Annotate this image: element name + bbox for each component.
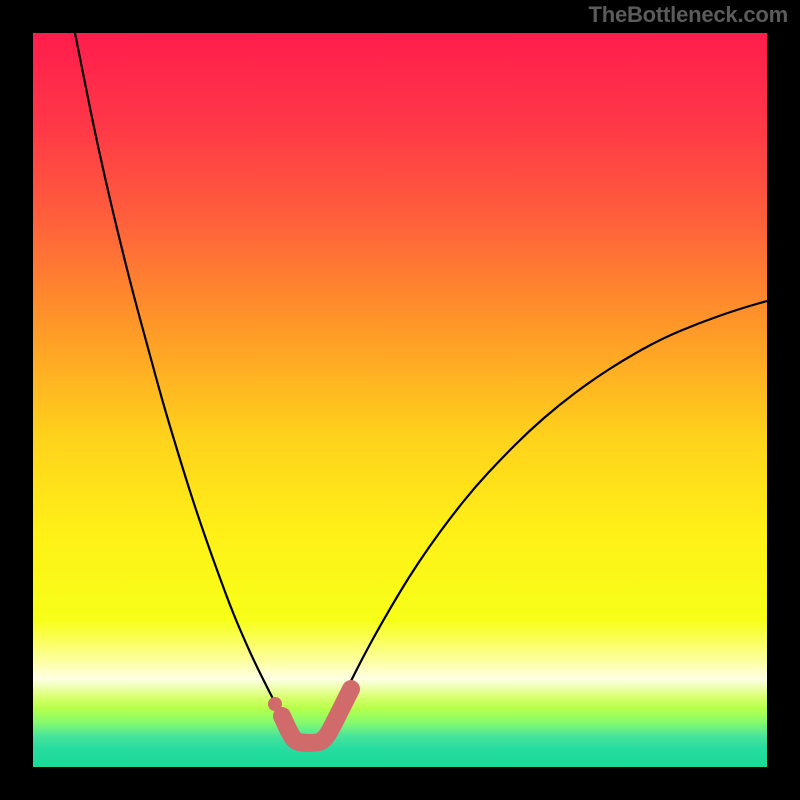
plot-area: [33, 33, 767, 767]
watermark-text: TheBottleneck.com: [588, 2, 788, 28]
pink-overlay-curve: [282, 689, 351, 743]
main-curve-right: [326, 301, 767, 730]
curve-overlay: [33, 33, 767, 767]
main-curve-left: [75, 33, 290, 730]
